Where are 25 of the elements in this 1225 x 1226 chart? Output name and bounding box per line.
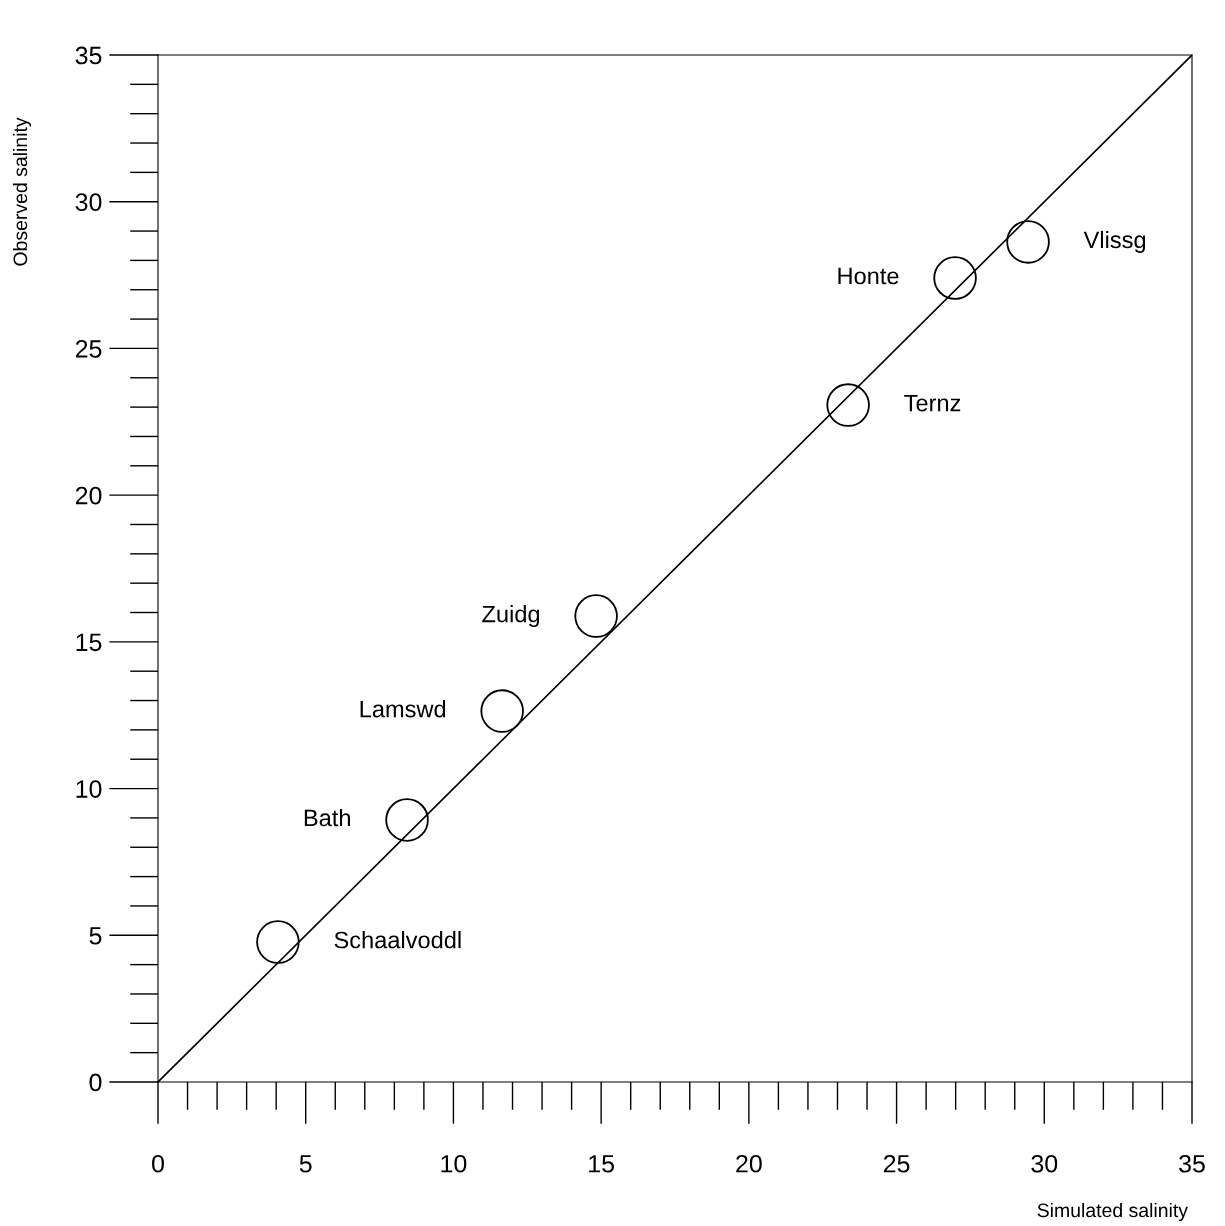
x-tick-label: 20 (736, 1154, 762, 1173)
annotation: Zuidg (482, 605, 540, 628)
annotation: Honte (838, 267, 899, 285)
y-axis-title: Observed salinity (12, 117, 32, 266)
x-axis-title: Simulated salinity (1037, 1202, 1188, 1222)
y-tick-label: 35 (75, 46, 102, 65)
x-tick-label: 25 (883, 1154, 910, 1173)
annotation: Lamswd (360, 700, 446, 718)
x-tick-label: 35 (1179, 1154, 1205, 1173)
y-tick-label: 20 (75, 486, 102, 505)
y-tick-label: 15 (76, 633, 102, 652)
annotation: Vlissg (1083, 230, 1146, 253)
y-tick-label: 10 (76, 780, 102, 798)
x-tick-label: 0 (152, 1154, 164, 1173)
y-tick-label: 5 (89, 927, 102, 945)
y-tick-label: 25 (75, 340, 102, 358)
annotation: Schaalvoddl (334, 931, 461, 949)
annotation: Ternz (904, 394, 961, 412)
annotation: Bath (304, 808, 350, 827)
x-tick-label: 5 (299, 1155, 312, 1173)
y-tick-label: 0 (89, 1073, 102, 1092)
y-tick-label: 30 (75, 193, 102, 212)
x-tick-label: 10 (441, 1154, 467, 1173)
x-tick-label: 15 (589, 1155, 614, 1173)
x-tick-label: 30 (1031, 1154, 1058, 1173)
